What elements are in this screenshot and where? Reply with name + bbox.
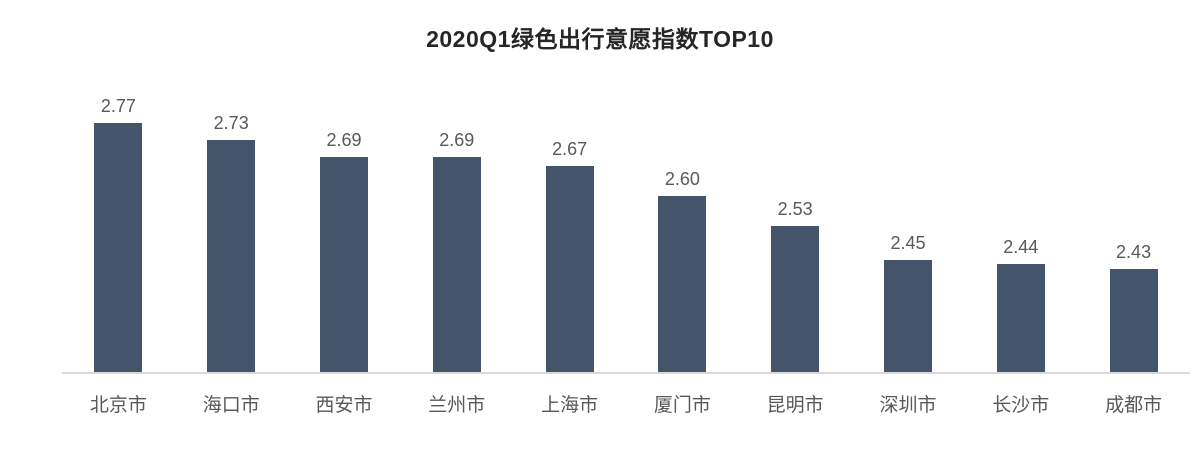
bar-column: 2.67 (513, 58, 626, 372)
bar-column: 2.43 (1077, 58, 1190, 372)
x-axis-label: 兰州市 (428, 395, 486, 416)
bar (771, 226, 820, 372)
bar-column: 2.60 (626, 58, 739, 372)
x-axis-label: 西安市 (315, 395, 373, 416)
bar-value-label: 2.53 (777, 199, 813, 219)
x-axis-label: 北京市 (89, 395, 147, 416)
bar (1109, 269, 1158, 372)
x-axis-label: 海口市 (202, 395, 260, 416)
plot-area: 2.77 2.73 2.69 2.69 2.67 2.60 2.53 2.45 2.44 2.43 (62, 58, 1190, 374)
bar-value-label: 2.43 (1116, 242, 1152, 262)
bar (545, 166, 594, 372)
bar-value-label: 2.45 (890, 233, 926, 253)
bar-value-label: 2.44 (1003, 237, 1039, 257)
bar-value-label: 2.67 (552, 139, 588, 159)
bar-column: 2.69 (288, 58, 401, 372)
bar-value-label: 2.69 (326, 130, 362, 150)
bar (432, 157, 481, 372)
bar-value-label: 2.73 (213, 113, 249, 133)
bar-column: 2.69 (400, 58, 513, 372)
bar-column: 2.44 (964, 58, 1077, 372)
bar (207, 140, 256, 372)
bar-value-label: 2.69 (439, 130, 475, 150)
x-axis-label: 深圳市 (879, 395, 937, 416)
bar-column: 2.73 (175, 58, 288, 372)
x-axis-label: 成都市 (1105, 395, 1163, 416)
bar (94, 123, 143, 372)
bar (658, 196, 707, 372)
bar-column: 2.53 (739, 58, 852, 372)
bar-value-label: 2.77 (100, 96, 136, 116)
bar (319, 157, 368, 372)
x-axis-labels: 北京市 海口市 西安市 兰州市 上海市 厦门市 昆明市 深圳市 长沙市 成都市 (62, 376, 1190, 415)
bar-value-label: 2.60 (664, 169, 700, 189)
bar-column: 2.77 (62, 58, 175, 372)
bar-column: 2.45 (852, 58, 965, 372)
bar (883, 260, 932, 372)
x-axis-label: 长沙市 (992, 395, 1050, 416)
x-axis-label: 昆明市 (766, 395, 824, 416)
bar (996, 264, 1045, 372)
x-axis-label: 上海市 (541, 395, 599, 416)
chart-title: 2020Q1绿色出行意愿指数TOP10 (426, 26, 774, 52)
x-axis-label: 厦门市 (653, 395, 711, 416)
